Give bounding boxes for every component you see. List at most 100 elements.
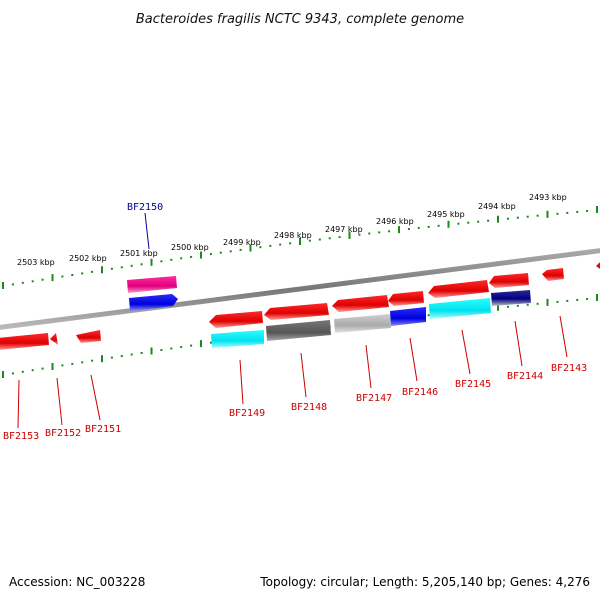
kbp-label: 2499 kbp: [223, 238, 261, 247]
gene-bf2148-red[interactable]: [264, 303, 329, 320]
scale-dot: [190, 255, 193, 258]
scale-dot: [516, 304, 519, 307]
scale-dot: [427, 314, 430, 317]
scale-major-tick: [447, 220, 450, 228]
scale-dot: [467, 221, 470, 224]
scale-dot: [21, 370, 24, 373]
gene-bf2144-navy[interactable]: [491, 290, 531, 306]
gene-bf2144-red[interactable]: [489, 273, 529, 288]
kbp-label: 2500 kbp: [171, 243, 209, 252]
scale-dot: [576, 210, 579, 213]
scale-major-tick: [596, 294, 598, 301]
gene-bf2145-cyan[interactable]: [429, 298, 491, 319]
accession-text: Accession: NC_003228: [9, 575, 145, 589]
scale-dot: [81, 272, 84, 275]
map-title: Bacteroides fragilis NCTC 9343, complete…: [136, 12, 464, 27]
scale-dot: [140, 263, 143, 266]
scale-dot: [378, 231, 381, 234]
genome-summary-text: Topology: circular; Length: 5,205,140 bp…: [259, 575, 590, 589]
scale-dot: [566, 299, 569, 302]
scale-dot: [536, 302, 539, 305]
scale-dot: [586, 210, 589, 212]
scale-dot: [536, 214, 539, 217]
scale-dot: [81, 361, 84, 364]
gene-small-a[interactable]: [50, 333, 58, 345]
scale-dot: [318, 238, 321, 241]
scale-dot: [180, 346, 183, 348]
scale-dot: [259, 246, 262, 249]
scale-dot: [219, 251, 222, 254]
gene-label-bf2146[interactable]: BF2146: [402, 387, 438, 398]
scale-dot: [91, 270, 94, 273]
scale-major-tick: [398, 226, 400, 234]
gene-bf2147-gray[interactable]: [334, 314, 391, 333]
gene-edge-right[interactable]: [596, 260, 600, 272]
scale-dot: [180, 257, 183, 260]
gene-bf2143[interactable]: [542, 268, 564, 281]
scale-dot: [328, 237, 331, 240]
gene-label-bf2149[interactable]: BF2149: [229, 408, 265, 419]
scale-dot: [279, 243, 282, 246]
scale-dot: [160, 260, 163, 263]
scale-dot: [269, 244, 272, 247]
scale-dot: [71, 274, 74, 276]
gene-bf2151[interactable]: [76, 330, 101, 343]
scale-major-tick: [348, 231, 351, 239]
scale-major-tick: [200, 251, 202, 259]
scale-dot: [91, 359, 94, 362]
scale-dot: [110, 267, 113, 270]
gene-bf2149-cyan[interactable]: [211, 330, 264, 348]
gene-label-bf2150[interactable]: BF2150: [127, 202, 163, 213]
scale-dot: [61, 364, 64, 367]
scale-major-tick: [546, 298, 549, 306]
scale-dot: [31, 369, 34, 372]
gene-labels: BF2153 BF2152 BF2151 BF2150 BF2149 BF214…: [3, 202, 587, 442]
gene-bf2148-gray[interactable]: [266, 320, 331, 341]
scale-dot: [437, 224, 440, 227]
scale-major-tick: [546, 210, 549, 218]
scale-dot: [170, 347, 173, 350]
gene-bf2146-red[interactable]: [388, 291, 424, 306]
scale-dot: [21, 281, 24, 284]
scale-major-tick: [2, 282, 4, 289]
gene-label-bf2151[interactable]: BF2151: [85, 424, 121, 435]
gene-bf2153[interactable]: [0, 333, 49, 350]
scale-dot: [41, 367, 44, 370]
kbp-label: 2501 kbp: [120, 249, 158, 258]
scale-dot: [110, 356, 113, 359]
scale-dot: [487, 219, 490, 222]
scale-dot: [338, 236, 341, 239]
scale-dot: [576, 298, 579, 301]
gene-bf2145-red[interactable]: [428, 280, 489, 298]
scale-dot: [61, 275, 64, 278]
kbp-label: 2495 kbp: [427, 210, 465, 219]
gene-label-bf2144[interactable]: BF2144: [507, 371, 543, 382]
scale-dot: [556, 212, 559, 215]
gene-bf2146-blue[interactable]: [390, 307, 426, 326]
scale-dot: [11, 283, 14, 286]
scale-dot: [308, 239, 311, 242]
gene-bf2149-red[interactable]: [209, 311, 263, 328]
gene-bf2150-pink[interactable]: [127, 276, 177, 293]
scale-dot: [11, 372, 14, 375]
scale-dot: [170, 258, 173, 261]
gene-label-bf2145[interactable]: BF2145: [455, 379, 491, 390]
gene-label-bf2152[interactable]: BF2152: [45, 428, 81, 439]
scale-dot: [140, 352, 143, 354]
scale-dot: [229, 250, 232, 253]
gene-label-bf2143[interactable]: BF2143: [551, 363, 587, 374]
scale-dot: [526, 215, 529, 218]
kbp-label: 2496 kbp: [376, 217, 414, 226]
scale-dot: [516, 216, 519, 219]
gene-label-bf2153[interactable]: BF2153: [3, 431, 39, 442]
scale-major-tick: [497, 303, 499, 311]
scale-dot: [506, 217, 509, 220]
gene-bf2147-red[interactable]: [332, 295, 389, 312]
scale-dot: [130, 353, 133, 356]
gene-bf2150-blue[interactable]: [129, 294, 178, 311]
gene-label-bf2147[interactable]: BF2147: [356, 393, 392, 404]
scale-dot: [427, 225, 430, 228]
gene-label-bf2148[interactable]: BF2148: [291, 402, 327, 413]
scale-major-tick: [51, 363, 54, 370]
